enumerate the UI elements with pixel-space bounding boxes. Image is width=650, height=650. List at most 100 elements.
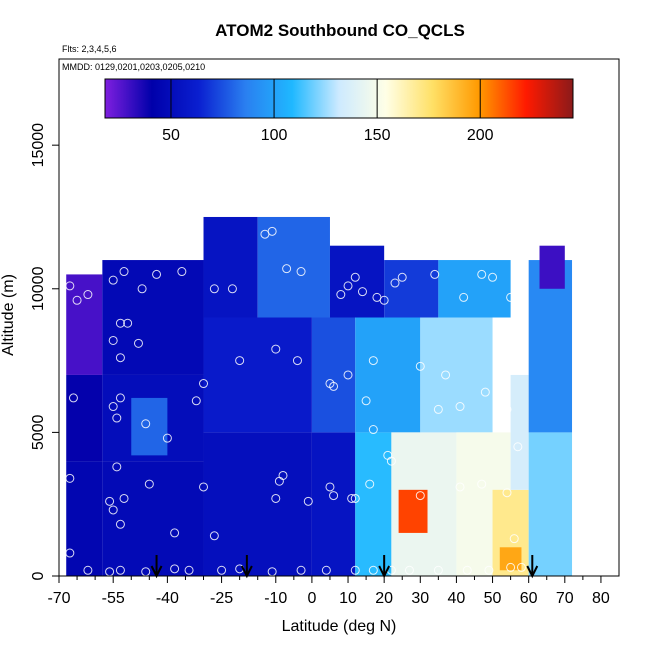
colorbar-gradient xyxy=(104,78,574,119)
sample-point xyxy=(108,505,118,515)
sample-point xyxy=(296,565,306,575)
sample-point xyxy=(350,272,360,282)
x-tick-label: 20 xyxy=(375,590,393,607)
sample-point xyxy=(321,565,331,575)
sample-point xyxy=(477,269,487,279)
co-cell xyxy=(66,461,103,576)
x-tick-label: -70 xyxy=(47,590,70,607)
sample-point xyxy=(368,356,378,366)
sample-point xyxy=(108,402,118,412)
sample-point xyxy=(390,278,400,288)
sample-point xyxy=(477,479,487,489)
sample-point xyxy=(415,491,425,501)
sample-point xyxy=(199,482,209,492)
sample-point xyxy=(368,425,378,435)
sample-point xyxy=(502,404,512,414)
plot-frame xyxy=(58,58,620,577)
sample-point xyxy=(83,290,93,300)
sample-point xyxy=(441,370,451,380)
colorbar-tick-label: 150 xyxy=(364,127,391,144)
sample-point xyxy=(209,531,219,541)
y-axis: 0 5000 10000 15000 xyxy=(30,123,59,580)
x-axis: -70 -55 -40 -25 -10 0 10 20 30 40 50 60 70 80 xyxy=(47,576,610,607)
x-tick-label: 10 xyxy=(339,590,357,607)
co-cell xyxy=(131,397,168,456)
sample-point xyxy=(433,565,443,575)
sample-point xyxy=(115,565,125,575)
colorbar: 50 100 150 200 xyxy=(104,78,574,144)
sample-point xyxy=(347,493,357,503)
sample-point xyxy=(65,548,75,558)
sample-point xyxy=(361,396,371,406)
flights-note: Flts: 2,3,4,5,6 xyxy=(62,44,117,54)
colorbar-tick-label: 100 xyxy=(261,127,288,144)
sample-point xyxy=(271,344,281,354)
sample-point xyxy=(455,402,465,412)
co-cell xyxy=(311,432,356,576)
y-tick-label: 10000 xyxy=(30,266,47,311)
co-cell xyxy=(355,432,392,576)
x-tick-label: 40 xyxy=(448,590,466,607)
sample-point xyxy=(336,290,346,300)
sample-point xyxy=(115,519,125,529)
sample-point xyxy=(271,493,281,503)
co-cell xyxy=(510,374,529,490)
sample-point xyxy=(278,470,288,480)
sample-point xyxy=(112,413,122,423)
colorbar-ticks: 50 100 150 200 xyxy=(162,79,494,144)
co-cell xyxy=(203,216,258,318)
x-tick-label: 0 xyxy=(307,590,316,607)
chart-title: ATOM2 Southbound CO_QCLS xyxy=(215,21,465,40)
sample-point xyxy=(152,269,162,279)
co-cell xyxy=(257,216,330,318)
sample-point xyxy=(267,226,277,236)
co-cell xyxy=(438,260,511,318)
co-cell xyxy=(66,374,103,462)
sample-point xyxy=(112,462,122,472)
sample-point xyxy=(108,275,118,285)
co-cell xyxy=(420,317,493,433)
sample-point xyxy=(123,318,133,328)
sample-point xyxy=(506,562,516,572)
co-cell xyxy=(66,274,103,375)
sample-point xyxy=(119,267,129,277)
x-tick-label: -25 xyxy=(210,590,233,607)
sample-point xyxy=(325,482,335,492)
sample-point xyxy=(488,272,498,282)
sample-point xyxy=(191,396,201,406)
sample-point xyxy=(112,229,122,239)
sample-point xyxy=(350,493,360,503)
sample-point xyxy=(296,267,306,277)
x-tick-label: 70 xyxy=(556,590,574,607)
co-cell xyxy=(203,432,312,576)
sample-point xyxy=(72,295,82,305)
sample-point xyxy=(502,488,512,498)
sample-point xyxy=(115,318,125,328)
sample-point xyxy=(292,356,302,366)
sample-point xyxy=(65,473,75,483)
sample-point xyxy=(144,479,154,489)
co-cell xyxy=(528,432,573,576)
co-cell xyxy=(102,260,204,375)
sample-point xyxy=(343,370,353,380)
sample-point xyxy=(170,528,180,538)
y-axis-label: Altitude (m) xyxy=(0,274,17,356)
sample-point xyxy=(119,221,129,231)
sample-point xyxy=(513,442,523,452)
sample-point xyxy=(162,433,172,443)
co-cell xyxy=(203,317,312,433)
sample-point xyxy=(184,565,194,575)
sample-point xyxy=(235,356,245,366)
sample-point xyxy=(397,272,407,282)
sample-point xyxy=(343,281,353,291)
sample-point xyxy=(177,267,187,277)
sample-point xyxy=(115,393,125,403)
sample-point xyxy=(484,565,494,575)
sample-point xyxy=(303,496,313,506)
sample-point xyxy=(357,287,367,297)
x-tick-label: -10 xyxy=(264,590,287,607)
sample-point xyxy=(506,292,516,302)
sample-point xyxy=(433,404,443,414)
co-cell xyxy=(102,461,204,576)
x-axis-label: Latitude (deg N) xyxy=(282,618,397,635)
